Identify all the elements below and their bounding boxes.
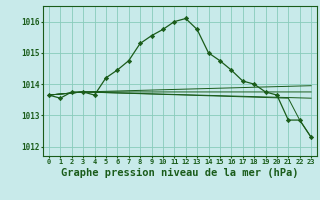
X-axis label: Graphe pression niveau de la mer (hPa): Graphe pression niveau de la mer (hPa) [61, 168, 299, 178]
